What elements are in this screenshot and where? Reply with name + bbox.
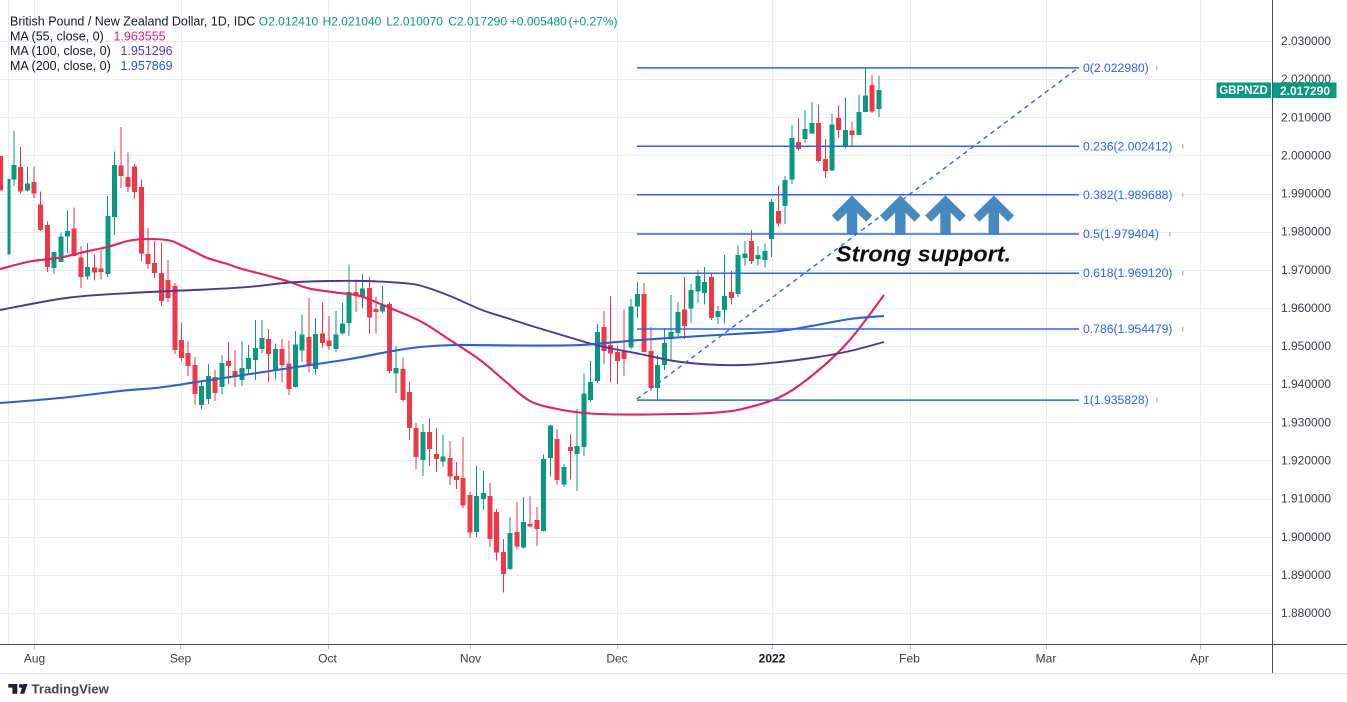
svg-text:1.990000: 1.990000 bbox=[1281, 187, 1331, 201]
svg-text:1.910000: 1.910000 bbox=[1281, 492, 1331, 506]
svg-text:0.786(1.954479): 0.786(1.954479) bbox=[1083, 322, 1172, 336]
svg-text:2.000000: 2.000000 bbox=[1281, 149, 1331, 163]
svg-text:1(1.935828): 1(1.935828) bbox=[1083, 393, 1149, 407]
svg-text:0.5(1.979404): 0.5(1.979404) bbox=[1083, 227, 1159, 241]
svg-text:2.010000: 2.010000 bbox=[1281, 110, 1331, 124]
svg-text:Sep: Sep bbox=[170, 652, 192, 666]
svg-text:Dec: Dec bbox=[606, 652, 627, 666]
svg-text:MA (100, close, 0)1.951296: MA (100, close, 0) 1.951296 bbox=[10, 44, 173, 58]
svg-text:Feb: Feb bbox=[899, 652, 920, 666]
svg-text:0(2.022980): 0(2.022980) bbox=[1083, 61, 1149, 75]
svg-text:Strong support.: Strong support. bbox=[836, 242, 1011, 267]
svg-text:1.880000: 1.880000 bbox=[1281, 606, 1331, 620]
svg-text:1.940000: 1.940000 bbox=[1281, 377, 1331, 391]
svg-text:GBPNZD: GBPNZD bbox=[1219, 85, 1268, 97]
svg-text:1.960000: 1.960000 bbox=[1281, 301, 1331, 315]
svg-text:1.890000: 1.890000 bbox=[1281, 568, 1331, 582]
svg-text:0.618(1.969120): 0.618(1.969120) bbox=[1083, 266, 1172, 280]
svg-text:TradingView: TradingView bbox=[32, 682, 110, 697]
svg-text:Apr: Apr bbox=[1190, 652, 1209, 666]
svg-text:2.030000: 2.030000 bbox=[1281, 34, 1331, 48]
svg-text:1.900000: 1.900000 bbox=[1281, 530, 1331, 544]
svg-text:Aug: Aug bbox=[24, 652, 45, 666]
svg-text:British Pound / New Zealand Do: British Pound / New Zealand Dollar, 1D, … bbox=[10, 15, 618, 29]
svg-text:Nov: Nov bbox=[460, 652, 481, 666]
svg-text:2.017290: 2.017290 bbox=[1280, 84, 1330, 98]
svg-text:Oct: Oct bbox=[318, 652, 337, 666]
svg-text:MA (55, close, 0)1.963555: MA (55, close, 0) 1.963555 bbox=[10, 30, 166, 44]
svg-text:1.950000: 1.950000 bbox=[1281, 339, 1331, 353]
svg-text:1.930000: 1.930000 bbox=[1281, 415, 1331, 429]
svg-text:MA (200, close, 0)1.957869: MA (200, close, 0) 1.957869 bbox=[10, 59, 173, 73]
svg-text:2022: 2022 bbox=[759, 652, 786, 666]
svg-text:0.382(1.989688): 0.382(1.989688) bbox=[1083, 188, 1172, 202]
svg-text:0.236(2.002412): 0.236(2.002412) bbox=[1083, 139, 1172, 153]
svg-text:1.920000: 1.920000 bbox=[1281, 454, 1331, 468]
svg-text:1.980000: 1.980000 bbox=[1281, 225, 1331, 239]
svg-text:Mar: Mar bbox=[1036, 652, 1057, 666]
svg-text:1.970000: 1.970000 bbox=[1281, 263, 1331, 277]
